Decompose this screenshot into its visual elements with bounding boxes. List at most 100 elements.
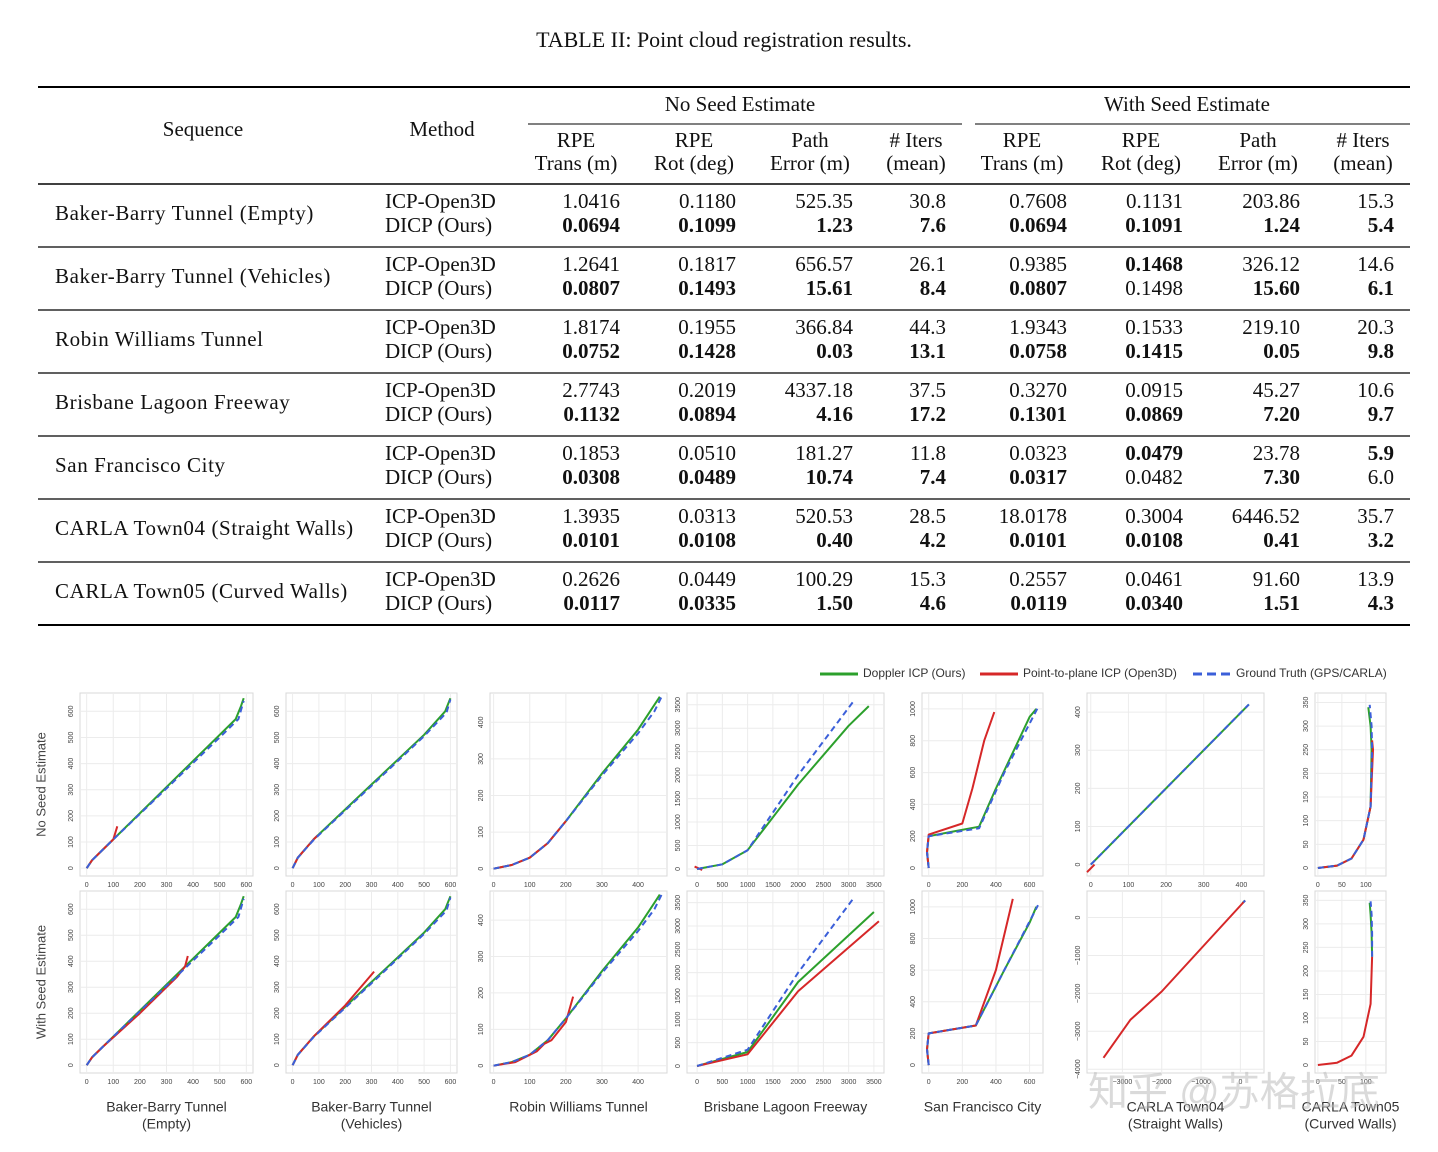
value-cell: 0.0479	[1125, 441, 1183, 465]
value-cell: 2.7743	[562, 378, 620, 402]
value-cell: 13.1	[909, 339, 946, 363]
value-cell: 4.2	[920, 528, 946, 552]
panel-caption: CARLA Town04	[1127, 1099, 1225, 1115]
value-cell: 1.23	[816, 213, 853, 237]
x-tick-label: 400	[187, 882, 199, 889]
value-cell: 0.0510	[678, 441, 736, 465]
column-header: RPE	[675, 128, 714, 152]
y-tick-label: 3000	[675, 918, 682, 934]
value-cell: 0.1493	[678, 276, 736, 300]
column-header: Path	[1239, 128, 1277, 152]
column-header: Trans (m)	[535, 151, 618, 175]
value-cell: 0.0117	[563, 591, 620, 615]
y-tick-label: 200	[910, 1027, 917, 1039]
y-tick-label: 600	[274, 705, 281, 717]
x-tick-label: 3000	[841, 882, 857, 889]
panel-caption: (Vehicles)	[341, 1116, 402, 1132]
x-tick-label: 300	[366, 882, 378, 889]
value-cell: 0.0317	[1009, 465, 1067, 489]
panel-caption: (Empty)	[142, 1116, 191, 1132]
x-tick-label: 600	[241, 1079, 253, 1086]
value-cell: 7.6	[920, 213, 946, 237]
trajectory	[926, 904, 1039, 1066]
value-cell: 0.0482	[1125, 465, 1183, 489]
y-tick-label: 250	[1303, 744, 1310, 756]
value-cell: 4.16	[816, 402, 853, 426]
panel-caption: San Francisco City	[924, 1099, 1041, 1115]
plot-area	[489, 890, 668, 1074]
y-tick-label: 0	[68, 1063, 75, 1067]
value-cell: 6.0	[1368, 465, 1394, 489]
legend-label: Doppler ICP (Ours)	[863, 666, 965, 680]
trajectory	[1102, 899, 1246, 1059]
y-tick-label: 600	[68, 903, 75, 915]
value-cell: 0.1853	[562, 441, 620, 465]
panel-caption: Brisbane Lagoon Freeway	[704, 1099, 867, 1115]
y-tick-label: 1000	[675, 814, 682, 830]
value-cell: 0.1301	[1009, 402, 1067, 426]
x-tick-label: 300	[366, 1079, 378, 1086]
x-tick-label: 200	[560, 1079, 572, 1086]
method-cell: DICP (Ours)	[385, 591, 492, 615]
trajectory	[291, 699, 452, 869]
trajectory	[493, 996, 575, 1067]
value-cell: 366.84	[795, 315, 853, 339]
x-tick-label: 0	[1238, 1079, 1242, 1086]
y-tick-label: 200	[1075, 782, 1082, 794]
y-tick-label: 0	[910, 1063, 917, 1067]
x-tick-label: 3500	[866, 1079, 882, 1086]
y-tick-label: 1000	[675, 1011, 682, 1027]
x-tick-label: 100	[107, 882, 119, 889]
value-cell: 0.1180	[679, 189, 736, 213]
trajectory	[291, 897, 452, 1066]
y-tick-label: 400	[274, 955, 281, 967]
y-tick-label: −2000	[1075, 983, 1082, 1003]
column-header: RPE	[1122, 128, 1161, 152]
trajectory	[926, 706, 1039, 869]
x-tick-label: 0	[85, 882, 89, 889]
y-tick-label: 100	[274, 836, 281, 848]
plot-area	[921, 692, 1044, 877]
y-tick-label: 300	[478, 753, 485, 765]
y-tick-label: 600	[68, 705, 75, 717]
y-tick-label: 200	[910, 830, 917, 842]
trajectory	[1242, 899, 1246, 904]
x-tick-label: 0	[695, 1079, 699, 1086]
value-cell: 5.9	[1368, 441, 1394, 465]
y-tick-label: 500	[675, 1037, 682, 1049]
x-tick-label: 0	[291, 882, 295, 889]
x-tick-label: 400	[632, 882, 644, 889]
value-cell: 0.0323	[1009, 441, 1067, 465]
value-cell: 0.1468	[1125, 252, 1183, 276]
y-tick-label: 0	[274, 866, 281, 870]
value-cell: 0.1131	[1126, 189, 1183, 213]
value-cell: 0.1498	[1125, 276, 1183, 300]
x-tick-label: 50	[1338, 882, 1346, 889]
x-tick-label: 500	[418, 1079, 430, 1086]
value-cell: 0.0915	[1125, 378, 1183, 402]
x-tick-label: 0	[85, 1079, 89, 1086]
value-cell: 10.6	[1357, 378, 1394, 402]
plot-area	[686, 890, 885, 1074]
column-header: Trans (m)	[981, 151, 1064, 175]
x-tick-label: 0	[1316, 1079, 1320, 1086]
x-tick-label: 400	[632, 1079, 644, 1086]
value-cell: 520.53	[795, 504, 853, 528]
x-tick-label: 600	[1024, 1079, 1036, 1086]
y-tick-label: 50	[1303, 1037, 1310, 1045]
x-tick-label: 600	[241, 882, 253, 889]
x-tick-label: 0	[927, 882, 931, 889]
trajectory	[696, 920, 880, 1067]
sequence-cell: CARLA Town04 (Straight Walls)	[55, 516, 354, 540]
y-tick-label: 0	[675, 1064, 682, 1068]
method-cell: ICP-Open3D	[385, 252, 496, 276]
trajectory	[1317, 704, 1374, 869]
y-tick-label: 100	[68, 836, 75, 848]
value-cell: 26.1	[909, 252, 946, 276]
value-cell: 0.0101	[1009, 528, 1067, 552]
x-tick-label: 0	[927, 1079, 931, 1086]
x-tick-label: 200	[134, 1079, 146, 1086]
trajectory	[1369, 901, 1374, 957]
trajectory	[696, 700, 855, 870]
y-tick-label: 400	[910, 798, 917, 810]
